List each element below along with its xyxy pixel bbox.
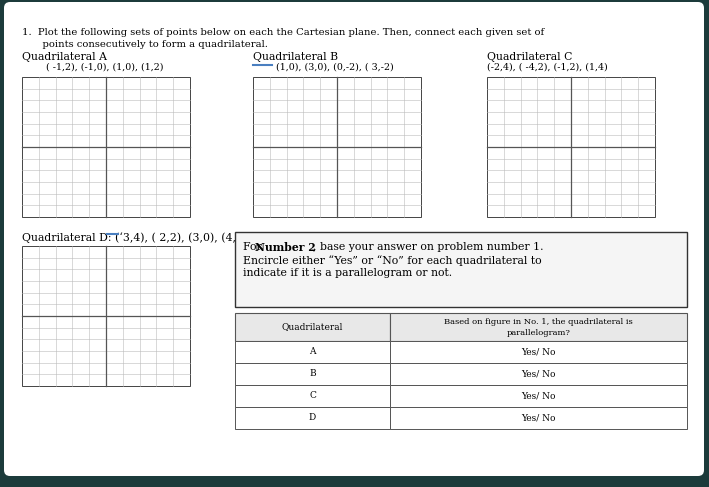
Text: A: A bbox=[309, 348, 316, 356]
Text: indicate if it is a parallelogram or not.: indicate if it is a parallelogram or not… bbox=[243, 268, 452, 278]
Bar bbox=[22, 77, 190, 217]
Text: Yes/ No: Yes/ No bbox=[521, 370, 556, 378]
Bar bbox=[253, 77, 421, 217]
Text: Based on figure in No. 1, the quadrilateral is: Based on figure in No. 1, the quadrilate… bbox=[444, 318, 633, 326]
Text: parallelogram?: parallelogram? bbox=[506, 329, 571, 337]
Bar bbox=[487, 77, 655, 217]
Text: 1.  Plot the following sets of points below on each the Cartesian plane. Then, c: 1. Plot the following sets of points bel… bbox=[22, 28, 545, 37]
Text: Quadrilateral A: Quadrilateral A bbox=[22, 52, 107, 62]
Text: ( -1,2), (-1,0), (1,0), (1,2): ( -1,2), (-1,0), (1,0), (1,2) bbox=[46, 63, 164, 72]
Text: points consecutively to form a quadrilateral.: points consecutively to form a quadrilat… bbox=[30, 40, 268, 49]
Text: (1,0), (3,0), (0,-2), ( 3,-2): (1,0), (3,0), (0,-2), ( 3,-2) bbox=[276, 63, 393, 72]
Text: B: B bbox=[309, 370, 316, 378]
Bar bbox=[390, 407, 687, 429]
Text: Quadrilateral C: Quadrilateral C bbox=[487, 52, 572, 62]
Text: (-2,4), ( -4,2), (-1,2), (1,4): (-2,4), ( -4,2), (-1,2), (1,4) bbox=[487, 63, 608, 72]
Bar bbox=[22, 246, 190, 386]
Text: Yes/ No: Yes/ No bbox=[521, 392, 556, 400]
FancyBboxPatch shape bbox=[4, 2, 704, 476]
Text: Quadrilateral D: (‘3,4), ( 2,2), (3,0), (4,2): Quadrilateral D: (‘3,4), ( 2,2), (3,0), … bbox=[22, 232, 247, 243]
Text: Quadrilateral B: Quadrilateral B bbox=[253, 52, 338, 62]
Bar bbox=[390, 385, 687, 407]
Text: , base your answer on problem number 1.: , base your answer on problem number 1. bbox=[313, 242, 544, 252]
Text: Yes/ No: Yes/ No bbox=[521, 348, 556, 356]
Text: Yes/ No: Yes/ No bbox=[521, 413, 556, 423]
Bar bbox=[235, 232, 687, 307]
Text: For: For bbox=[243, 242, 265, 252]
Text: Number 2: Number 2 bbox=[255, 242, 316, 253]
Bar bbox=[235, 363, 390, 385]
Bar bbox=[390, 363, 687, 385]
Text: Quadrilateral: Quadrilateral bbox=[281, 322, 343, 332]
Text: D: D bbox=[309, 413, 316, 423]
Bar bbox=[235, 385, 390, 407]
Bar bbox=[235, 341, 390, 363]
Text: C: C bbox=[309, 392, 316, 400]
Bar bbox=[235, 313, 390, 341]
Bar bbox=[390, 341, 687, 363]
Bar bbox=[390, 313, 687, 341]
Text: Encircle either “Yes” or “No” for each quadrilateral to: Encircle either “Yes” or “No” for each q… bbox=[243, 255, 542, 266]
Bar bbox=[235, 407, 390, 429]
